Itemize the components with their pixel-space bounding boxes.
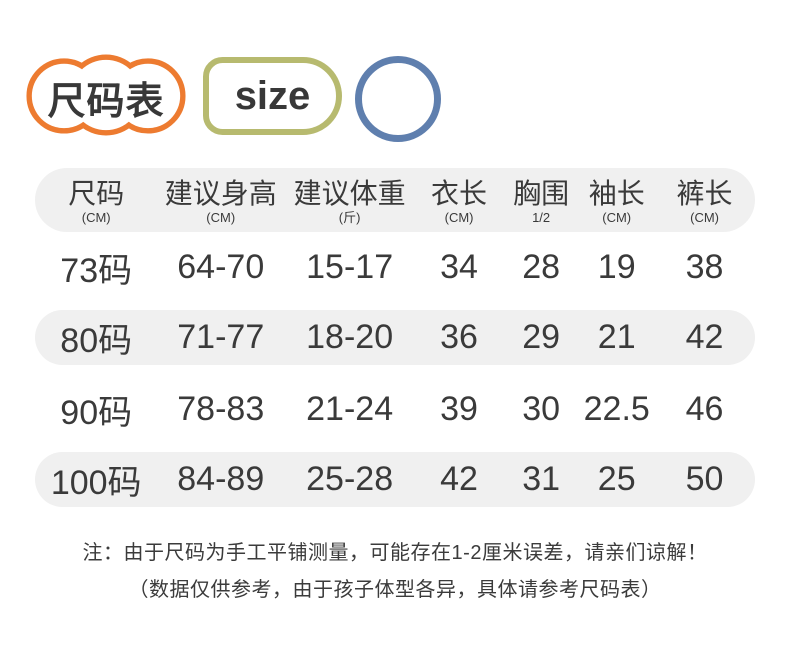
reference-only-note: （数据仅供参考，由于孩子体型各异，具体请参考尺码表） bbox=[128, 579, 662, 601]
column-header-unit: (斤) bbox=[338, 209, 361, 225]
size-chart-title-badge: 尺码表 bbox=[25, 53, 187, 137]
column-header-label: 袖长 bbox=[588, 177, 645, 209]
column-header-label: 建议身高 bbox=[164, 177, 277, 209]
column-header-unit: (CM) bbox=[206, 209, 236, 225]
column-header-size: 尺码 (CM) bbox=[35, 176, 157, 225]
cell-pants-length: 50 bbox=[685, 460, 724, 498]
cell-pants-length: 46 bbox=[685, 390, 724, 428]
table-header-row: 尺码 (CM) 建议身高 (CM) 建议体重 (斤) 衣长 (CM) 胸围 1/… bbox=[35, 168, 755, 232]
ring-decoration bbox=[355, 56, 441, 142]
cell-sleeve: 21 bbox=[597, 318, 636, 356]
column-header-sleeve: 袖长 (CM) bbox=[579, 176, 654, 225]
cell-chest: 31 bbox=[522, 460, 561, 498]
cell-sleeve: 22.5 bbox=[583, 390, 650, 428]
cell-garment-length: 36 bbox=[440, 318, 478, 356]
cloud-shape bbox=[26, 54, 186, 136]
cell-pants-length: 42 bbox=[685, 318, 724, 356]
column-header-chest: 胸围 1/2 bbox=[503, 176, 579, 225]
table-row-80: 80码 71-77 18-20 36 29 21 42 bbox=[35, 310, 755, 365]
column-header-unit: 1/2 bbox=[532, 209, 551, 225]
cell-garment-length: 34 bbox=[440, 248, 478, 286]
column-header-garment-length: 衣长 (CM) bbox=[415, 176, 503, 225]
column-header-pants-length: 裤长 (CM) bbox=[654, 176, 755, 225]
cell-height: 71-77 bbox=[177, 318, 265, 356]
cell-sleeve: 25 bbox=[597, 460, 636, 498]
column-header-height: 建议身高 (CM) bbox=[157, 176, 284, 225]
cell-sleeve: 19 bbox=[597, 248, 636, 286]
cell-size: 80码 bbox=[60, 322, 133, 360]
column-header-label: 建议体重 bbox=[293, 177, 406, 209]
cell-weight: 21-24 bbox=[306, 390, 394, 428]
cell-height: 78-83 bbox=[177, 390, 265, 428]
column-header-label: 胸围 bbox=[513, 177, 570, 209]
cell-size: 100码 bbox=[50, 464, 142, 502]
cell-height: 64-70 bbox=[177, 248, 265, 286]
table-row-90: 90码 78-83 21-24 39 30 22.5 46 bbox=[35, 382, 755, 437]
column-header-unit: (CM) bbox=[602, 209, 632, 225]
size-table: 尺码 (CM) 建议身高 (CM) 建议体重 (斤) 衣长 (CM) 胸围 1/… bbox=[35, 168, 755, 508]
column-header-unit: (CM) bbox=[81, 209, 111, 225]
column-header-label: 裤长 bbox=[676, 177, 733, 209]
table-row-100: 100码 84-89 25-28 42 31 25 50 bbox=[35, 452, 755, 507]
cell-chest: 30 bbox=[522, 390, 561, 428]
cell-size: 73码 bbox=[60, 252, 133, 290]
measurement-disclaimer-note: 注：由于尺码为手工平铺测量，可能存在1-2厘米误差，请亲们谅解！ bbox=[82, 542, 708, 564]
column-header-label: 衣长 bbox=[431, 177, 488, 209]
cell-garment-length: 39 bbox=[440, 390, 478, 428]
cell-chest: 29 bbox=[522, 318, 561, 356]
size-label: size bbox=[234, 73, 311, 118]
cell-chest: 28 bbox=[522, 248, 561, 286]
page-title: 尺码表 bbox=[47, 80, 165, 123]
cell-height: 84-89 bbox=[177, 460, 265, 498]
column-header-label: 尺码 bbox=[68, 177, 125, 209]
cell-pants-length: 38 bbox=[685, 248, 724, 286]
table-row-73: 73码 64-70 15-17 34 28 19 38 bbox=[35, 240, 755, 295]
cell-weight: 18-20 bbox=[306, 318, 394, 356]
column-header-unit: (CM) bbox=[690, 209, 719, 225]
size-label-badge: size bbox=[203, 57, 342, 135]
cell-size: 90码 bbox=[60, 394, 133, 432]
cell-weight: 25-28 bbox=[306, 460, 394, 498]
column-header-weight: 建议体重 (斤) bbox=[284, 176, 415, 225]
cell-weight: 15-17 bbox=[306, 248, 394, 286]
column-header-unit: (CM) bbox=[444, 209, 474, 225]
cell-garment-length: 42 bbox=[440, 460, 478, 498]
